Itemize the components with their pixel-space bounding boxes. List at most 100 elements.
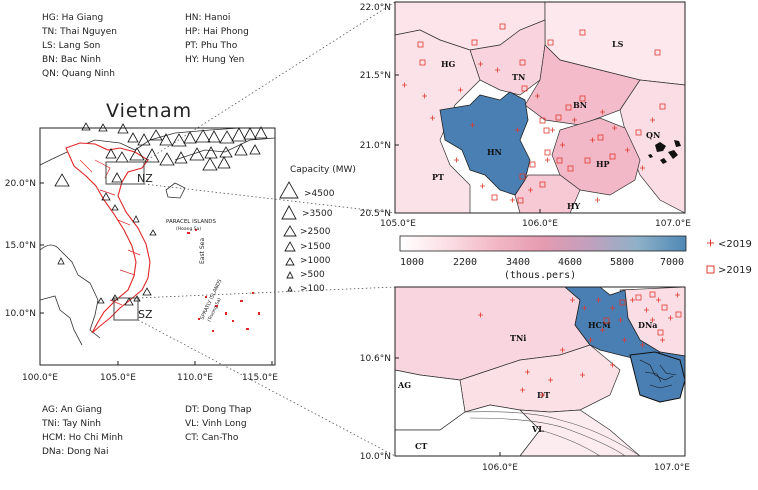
- south-province-legend: AG: An Giang DT: Dong Thap TNi: Tay Ninh…: [41, 405, 252, 457]
- south-label-tni: TNi: [510, 333, 526, 343]
- south-label-dna: DNa: [638, 320, 657, 330]
- overview-tick-marks: [39, 182, 273, 365]
- north-ytick-0: 22.0°N: [360, 3, 391, 13]
- colorbar-tick-1: 2200: [453, 257, 477, 268]
- neighbour-border-west: [39, 244, 101, 346]
- north-xtick-0: 105.0°E: [380, 219, 416, 229]
- south-zone-box: [113, 297, 139, 321]
- south-ytick-1: 10.0°N: [360, 452, 391, 462]
- province-hp: [551, 117, 641, 196]
- legend-tn: TN: Thai Nguyen: [41, 27, 117, 37]
- capacity-class-0: >4500: [304, 189, 335, 199]
- overview-ytick-1: 15.0°N: [5, 241, 36, 251]
- capacity-class-6: >100: [300, 284, 325, 294]
- legend-dna: DNa: Dong Nai: [42, 447, 109, 457]
- legend-qn: QN: Quang Ninh: [42, 69, 115, 79]
- colorbar-tick-2: 3400: [506, 257, 530, 268]
- hcm-coastal-district: [629, 351, 686, 403]
- south-zone-label: SZ: [138, 308, 153, 321]
- east-sea-label: East Sea: [199, 238, 206, 264]
- hainan-outline: [165, 182, 186, 199]
- north-ytick-2: 21.0°N: [360, 141, 391, 151]
- south-xtick-1: 107.0°E: [654, 463, 690, 473]
- square-marker-symbol: [706, 265, 715, 274]
- marker-legend: <2019 >2019: [706, 239, 752, 276]
- north-label-hy: HY: [567, 201, 581, 211]
- overview-ytick-0: 20.0°N: [5, 179, 36, 189]
- paracel-label: PARACEL ISLANDS: [166, 219, 217, 225]
- capacity-class-5: >500: [300, 270, 325, 280]
- legend-hp: HP: Hai Phong: [185, 27, 249, 37]
- overview-xtick-3: 115.0°E: [242, 373, 278, 383]
- colorbar-tick-4: 5800: [610, 257, 634, 268]
- north-plus-markers: [402, 61, 655, 203]
- legend-pt: PT: Phu Tho: [185, 41, 238, 51]
- south-xtick-0: 106.0°E: [482, 463, 518, 473]
- capacity-title: Capacity (MW): [290, 165, 356, 175]
- south-tick-marks: [395, 357, 686, 457]
- marker-label-before: <2019: [718, 239, 752, 250]
- province-vl: [519, 409, 641, 457]
- legend-ag: AG: An Giang: [42, 405, 102, 415]
- overview-ytick-2: 10.0°N: [5, 309, 36, 319]
- colorbar-tick-0: 1000: [400, 257, 424, 268]
- overview-map: NZ SZ PARACEL ISLANDS (Hoang Sa) East Se…: [5, 122, 278, 383]
- overview-title: Vietnam: [106, 100, 192, 122]
- mangrove-channels: [639, 359, 677, 389]
- marker-label-after: >2019: [718, 265, 752, 276]
- capacity-class-1: >3500: [302, 209, 333, 219]
- north-zone-box: [105, 161, 145, 185]
- island-specks: [187, 229, 260, 332]
- colorbar-unit: (thous.pers): [504, 270, 576, 281]
- south-square-markers: [603, 291, 682, 336]
- colorbar-ramp: [399, 235, 687, 252]
- zoom-connectors: [137, 1, 396, 457]
- south-label-hcm: HCM: [588, 320, 611, 330]
- legend-hg: HG: Ha Giang: [42, 13, 103, 23]
- paracel-sublabel: (Hoang Sa): [176, 226, 201, 232]
- north-label-tn: TN: [512, 72, 525, 82]
- south-zoom-map: TNi HCM DNa DT AG CT VL 106.0°E 107.0: [360, 286, 690, 473]
- north-label-pt: PT: [432, 172, 444, 182]
- south-label-ag: AG: [397, 380, 411, 390]
- north-label-hg: HG: [441, 59, 456, 69]
- south-map-frame: [394, 286, 686, 457]
- legend-ls: LS: Lang Son: [42, 41, 100, 51]
- capacity-triangle-symbols: [279, 181, 299, 292]
- legend-vl: VL: Vinh Long: [185, 419, 247, 429]
- neighbour-border-north: [39, 127, 276, 166]
- overview-xtick-1: 105.0°E: [100, 373, 136, 383]
- south-label-vl: VL: [531, 424, 544, 434]
- overview-xtick-2: 110.0°E: [177, 373, 213, 383]
- plus-marker-symbol: [707, 239, 714, 247]
- capacity-class-2: >2500: [300, 227, 331, 237]
- north-ytick-1: 21.5°N: [360, 71, 391, 81]
- colorbar: 1000 2200 3400 4600 5800 7000 (thous.per…: [399, 235, 687, 281]
- legend-hy: HY: Hung Yen: [185, 55, 244, 65]
- legend-ct: CT: Can-Tho: [185, 433, 239, 443]
- north-xtick-1: 106.0°E: [522, 219, 558, 229]
- north-label-hn: HN: [487, 147, 502, 157]
- legend-hn: HN: Hanoi: [185, 13, 230, 23]
- legend-dt: DT: Dong Thap: [185, 405, 252, 415]
- capacity-class-4: >1000: [300, 256, 331, 266]
- legend-tni: TNi: Tay Ninh: [41, 419, 101, 429]
- power-plant-triangles: [54, 122, 268, 306]
- capacity-legend: Capacity (MW) >4500 >3500 >2500 >1500 >1…: [279, 165, 356, 294]
- north-province-legend: HG: Ha Giang HN: Hanoi TN: Thai Nguyen H…: [41, 13, 249, 79]
- south-plus-markers: [478, 292, 680, 398]
- vietnam-province-lines: [79, 159, 141, 306]
- north-zoom-map: HG TN LS BN HN PT HP QN HY: [360, 1, 691, 229]
- mekong-rivers: [464, 411, 641, 457]
- south-label-ct: CT: [415, 441, 427, 451]
- north-label-qn: QN: [646, 130, 660, 140]
- north-square-markers: [417, 23, 666, 204]
- colorbar-tick-5: 7000: [660, 257, 684, 268]
- north-label-bn: BN: [573, 100, 587, 110]
- south-ytick-0: 10.6°N: [360, 354, 391, 364]
- capacity-class-3: >1500: [300, 242, 331, 252]
- north-label-ls: LS: [612, 39, 624, 49]
- north-ytick-3: 20.5°N: [360, 209, 391, 219]
- legend-hcm: HCM: Ho Chi Minh: [42, 433, 123, 443]
